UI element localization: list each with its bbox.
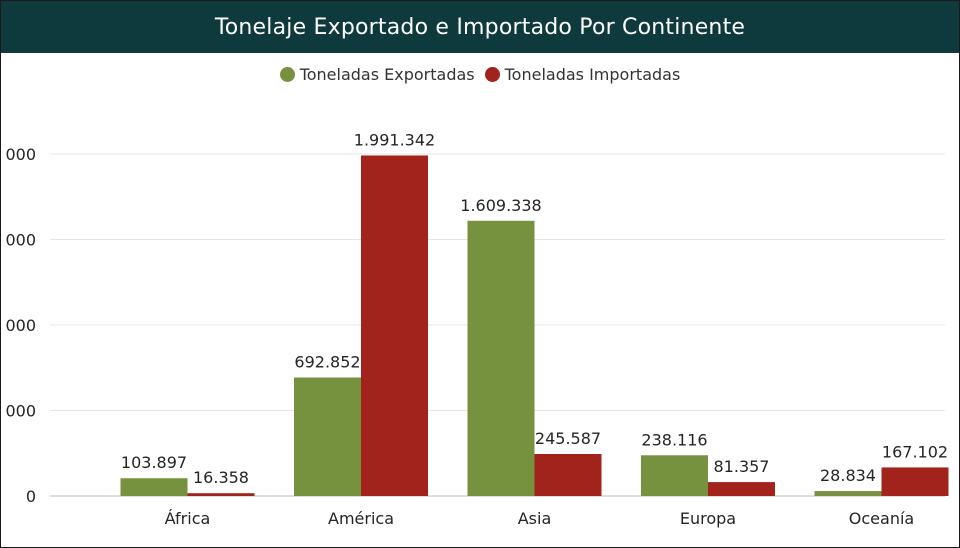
x-category-label: Asia [518, 509, 552, 528]
legend-label-importadas: Toneladas Importadas [504, 65, 681, 84]
data-label-exportadas: 238.116 [641, 430, 707, 449]
legend-swatch-importadas [484, 67, 500, 82]
bar-importadas[interactable] [881, 467, 949, 496]
data-label-importadas: 81.357 [714, 457, 770, 476]
data-label-importadas: 167.102 [882, 442, 948, 461]
x-category-label: África [165, 509, 211, 528]
legend-swatch-exportadas [279, 67, 295, 82]
bar-importadas[interactable] [708, 482, 775, 496]
y-tick-label: 000 [5, 231, 36, 250]
x-category-label: Oceanía [849, 509, 914, 528]
bar-importadas[interactable] [187, 493, 255, 496]
data-label-exportadas: 1.609.338 [460, 196, 541, 215]
data-label-importadas: 1.991.342 [354, 130, 435, 149]
data-label-exportadas: 28.834 [820, 466, 876, 485]
data-label-exportadas: 103.897 [121, 453, 187, 472]
bar-exportadas[interactable] [294, 377, 361, 496]
bar-exportadas[interactable] [120, 478, 188, 496]
legend-item-importadas[interactable]: Toneladas Importadas [484, 65, 681, 84]
bar-exportadas[interactable] [467, 220, 535, 496]
y-tick-label: 000 [5, 402, 36, 421]
y-tick-label: 000 [5, 316, 36, 335]
bar-importadas[interactable] [361, 155, 428, 496]
data-label-importadas: 245.587 [535, 429, 601, 448]
data-label-exportadas: 692.852 [294, 353, 360, 372]
chart-title: Tonelaje Exportado e Importado Por Conti… [1, 1, 959, 53]
x-category-label: América [328, 509, 394, 528]
x-category-label: Europa [680, 509, 736, 528]
legend: Toneladas Exportadas Toneladas Importada… [1, 65, 959, 84]
y-tick-label: 000 [5, 145, 36, 164]
bar-importadas[interactable] [534, 454, 602, 496]
data-label-importadas: 16.358 [193, 468, 249, 487]
legend-label-exportadas: Toneladas Exportadas [299, 65, 475, 84]
y-tick-label: 0 [26, 487, 36, 506]
bar-exportadas[interactable] [814, 491, 882, 496]
bar-exportadas[interactable] [641, 455, 708, 496]
legend-item-exportadas[interactable]: Toneladas Exportadas [279, 65, 475, 84]
